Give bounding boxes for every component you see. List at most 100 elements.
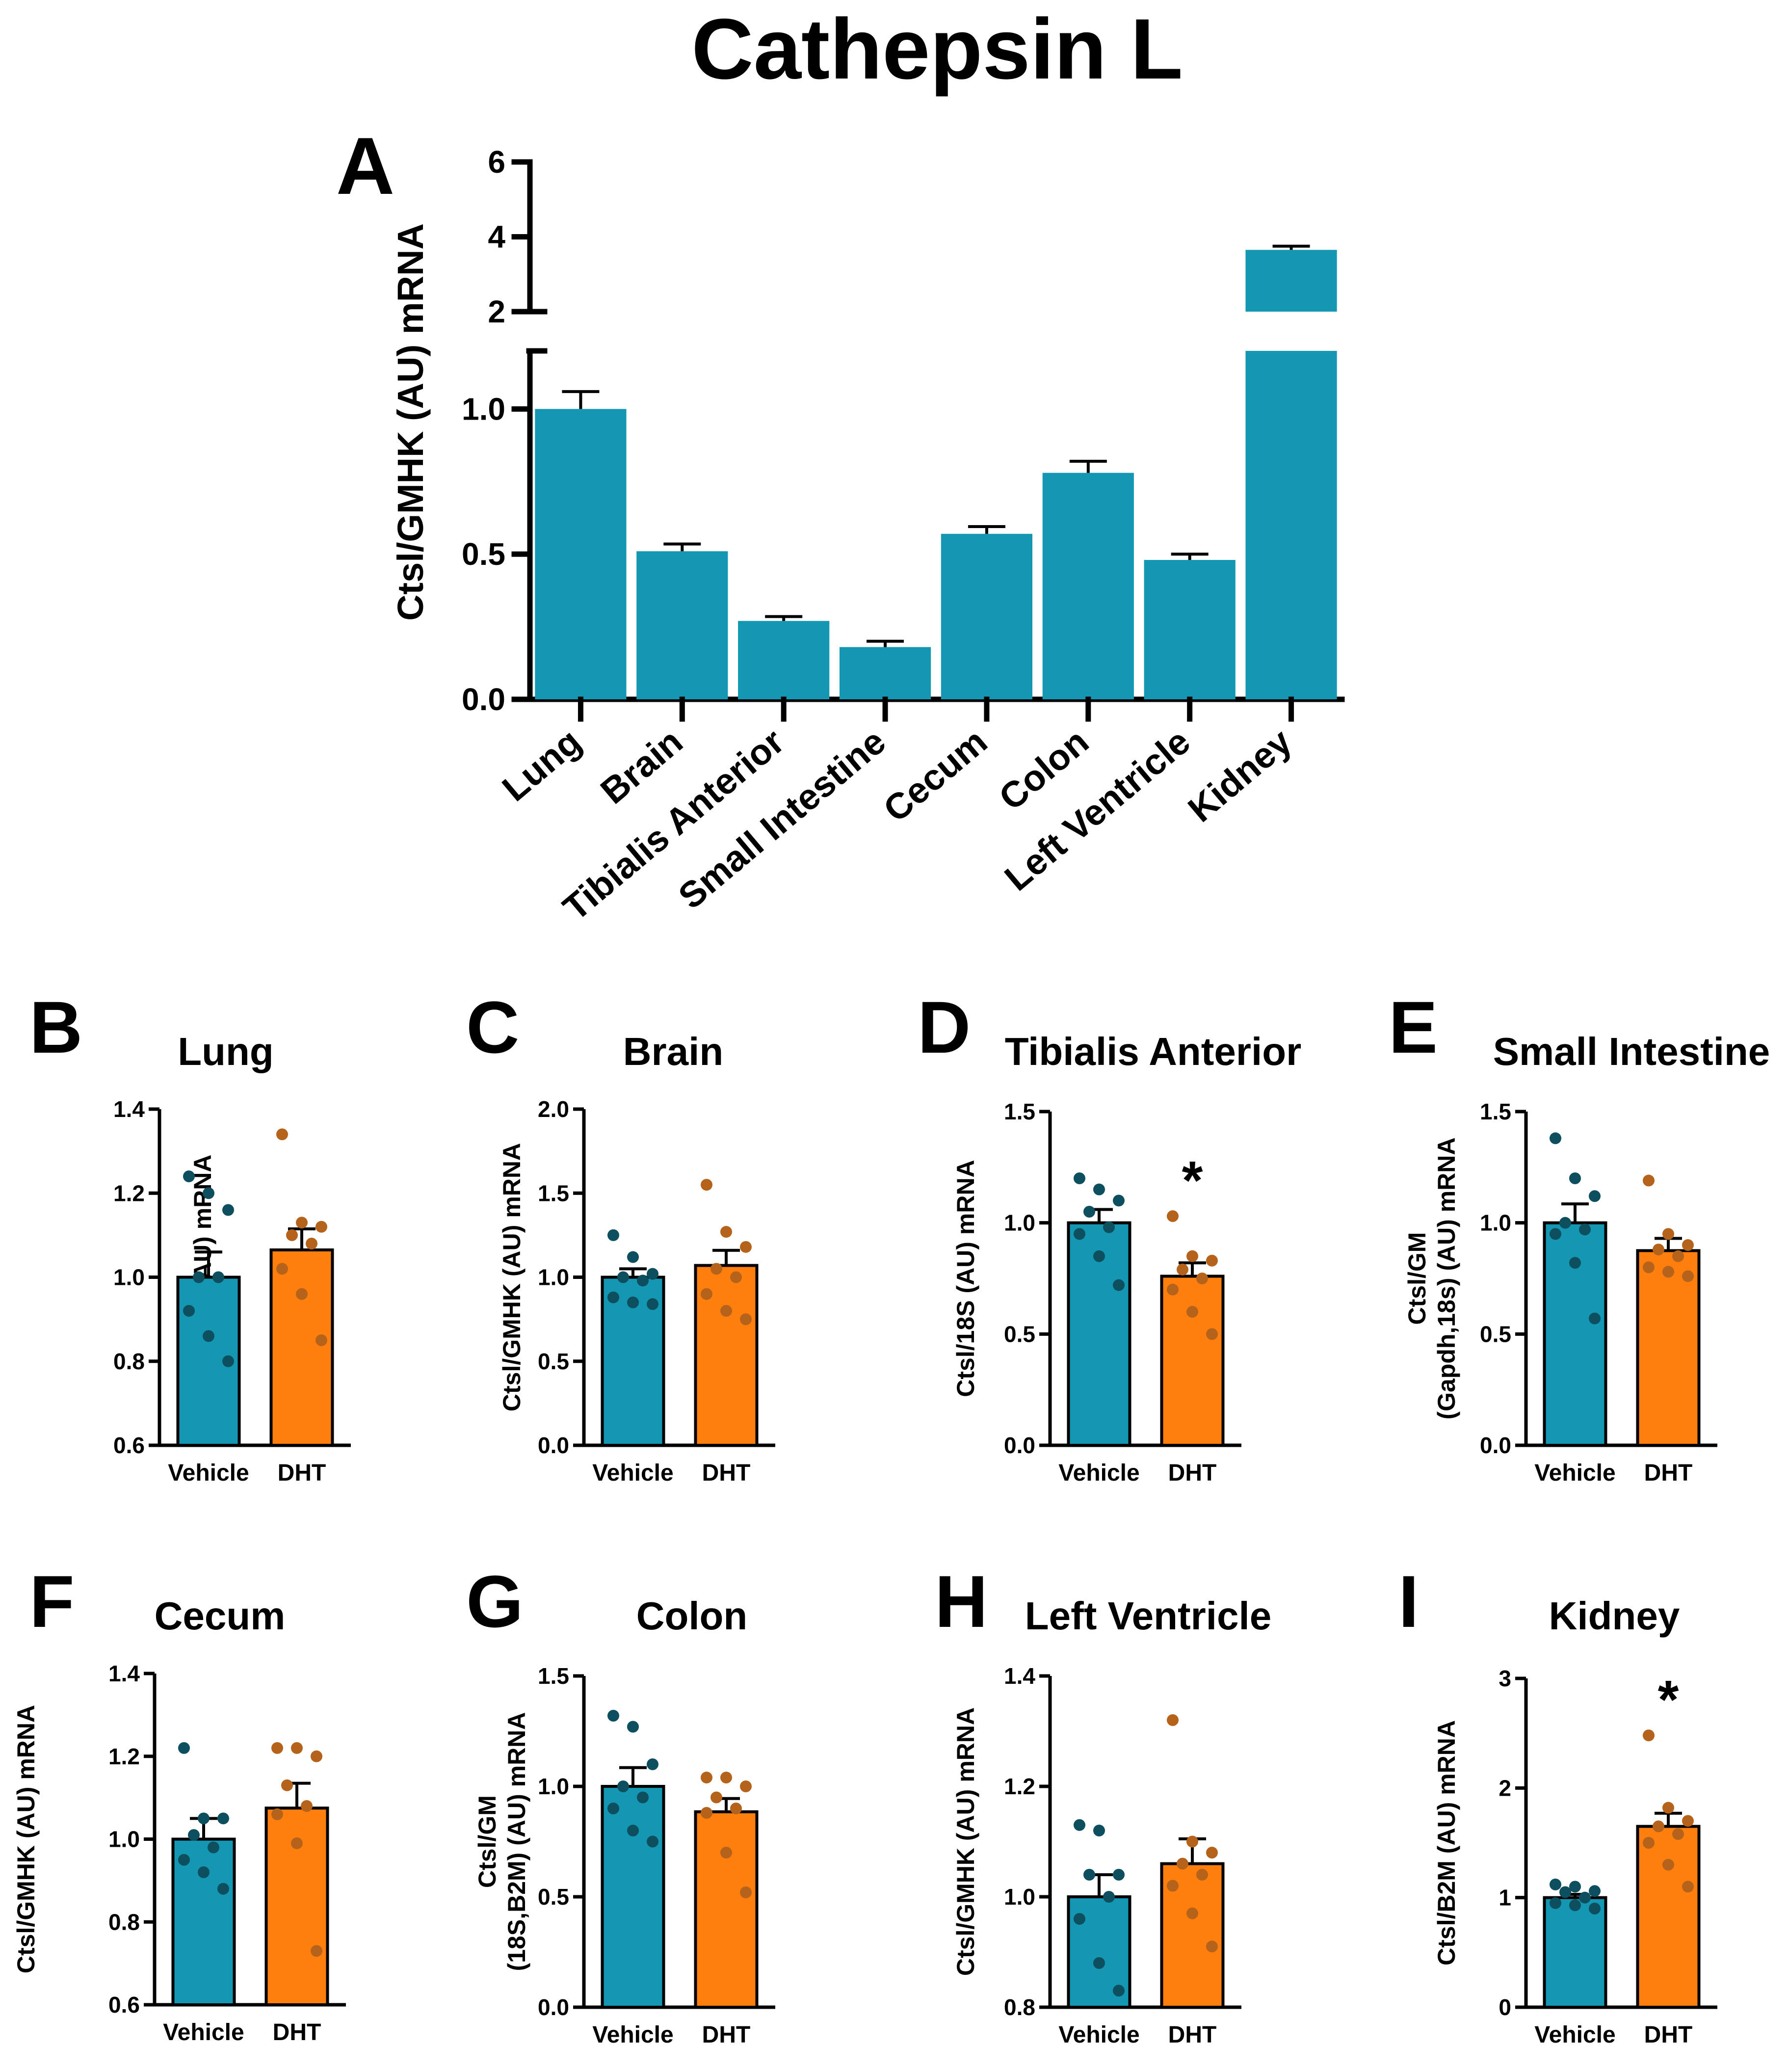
y-tick-label: 0.5 bbox=[1480, 1321, 1511, 1347]
bar-dht bbox=[269, 1248, 334, 1447]
data-point bbox=[1682, 1239, 1694, 1251]
panel-title-e: Small Intestine bbox=[1493, 1030, 1770, 1073]
data-point bbox=[1682, 1270, 1694, 1282]
data-point bbox=[701, 1288, 712, 1300]
data-point bbox=[1103, 1221, 1115, 1233]
data-point bbox=[1167, 1283, 1179, 1296]
y-tick-label: 1 bbox=[1499, 1885, 1511, 1911]
data-point bbox=[222, 1355, 234, 1367]
bar-a bbox=[636, 551, 728, 699]
data-point bbox=[647, 1835, 658, 1848]
data-point bbox=[720, 1305, 732, 1317]
data-point bbox=[607, 1229, 619, 1241]
data-point bbox=[701, 1772, 712, 1783]
bar-dht bbox=[694, 1810, 759, 2009]
panel-d: D Tibialis Anterior 0.0 0.5 1.0 1.5 Ctsl/18S (… bbox=[918, 986, 1301, 1486]
data-point bbox=[193, 1271, 205, 1283]
x-tick-label: Vehicle bbox=[1534, 2022, 1615, 2048]
data-point bbox=[1206, 1328, 1218, 1340]
y-tick-label: 0.0 bbox=[538, 1433, 569, 1458]
y-tick-label: 1.0 bbox=[538, 1774, 569, 1799]
data-point bbox=[647, 1268, 658, 1280]
data-point bbox=[1167, 1714, 1179, 1726]
y-tick-label: 0.0 bbox=[1480, 1433, 1511, 1458]
data-point bbox=[740, 1780, 752, 1792]
y-tick-label: 1.5 bbox=[1480, 1099, 1511, 1124]
data-point bbox=[1074, 1913, 1085, 1925]
panel-letter-d: D bbox=[918, 986, 971, 1068]
data-point bbox=[1186, 1306, 1198, 1318]
y-tick-label-lower: 0.5 bbox=[462, 536, 505, 572]
x-tick-label-a: Lung bbox=[495, 721, 589, 809]
data-point bbox=[316, 1334, 327, 1346]
data-point bbox=[1186, 1250, 1198, 1262]
x-tick-label: Vehicle bbox=[1058, 1460, 1139, 1486]
y-tick-label: 1.0 bbox=[1004, 1884, 1035, 1910]
data-point bbox=[1569, 1881, 1581, 1893]
y-axis-label: Ctsl/GMHK (AU) mRNA bbox=[498, 1143, 526, 1411]
data-point bbox=[1196, 1273, 1208, 1284]
data-point bbox=[208, 1841, 219, 1854]
panel-title-i: Kidney bbox=[1549, 1594, 1680, 1638]
data-point bbox=[1186, 1835, 1198, 1848]
data-point bbox=[627, 1251, 639, 1263]
y-axis-label: Ctsl/GMHK (AU) mRNA bbox=[12, 1705, 40, 1973]
data-point bbox=[1662, 1859, 1674, 1871]
x-tick-label: DHT bbox=[702, 2022, 751, 2048]
y-tick-label: 3 bbox=[1499, 1666, 1511, 1691]
data-point bbox=[710, 1791, 722, 1804]
y-tick-label: 1.2 bbox=[1004, 1774, 1035, 1799]
data-point bbox=[178, 1742, 190, 1754]
y-tick-label: 0.8 bbox=[108, 1909, 140, 1935]
y-axis-label: Ctsl/GM bbox=[473, 1795, 501, 1888]
y-tick-label: 0.8 bbox=[113, 1349, 145, 1374]
y-tick-label: 1.4 bbox=[1004, 1663, 1035, 1689]
y-tick-label: 1.5 bbox=[538, 1663, 569, 1689]
y-tick-label: 1.5 bbox=[538, 1180, 569, 1206]
panel-letter-c: C bbox=[466, 986, 519, 1068]
panel-title-g: Colon bbox=[636, 1594, 748, 1638]
data-point bbox=[647, 1758, 658, 1770]
data-point bbox=[198, 1812, 210, 1825]
data-point bbox=[1589, 1903, 1601, 1914]
y-tick-label: 0.5 bbox=[538, 1349, 569, 1374]
data-point bbox=[203, 1330, 214, 1342]
data-point bbox=[1113, 1869, 1125, 1881]
bar-dht bbox=[1160, 1275, 1225, 1447]
bar-dht bbox=[1636, 1249, 1701, 1447]
data-point bbox=[1569, 1899, 1581, 1912]
significance-marker: * bbox=[1182, 1150, 1203, 1211]
panel-e: E Small Intestine 0.0 0.5 1.0 1.5 Ctsl/GM (Gapd… bbox=[1389, 986, 1770, 1486]
bar-a bbox=[839, 647, 931, 699]
data-point bbox=[1682, 1815, 1694, 1827]
data-point bbox=[730, 1271, 742, 1283]
data-point bbox=[1672, 1250, 1684, 1262]
data-point bbox=[188, 1829, 200, 1841]
data-point bbox=[203, 1187, 214, 1199]
data-point bbox=[701, 1179, 712, 1191]
data-point bbox=[1550, 1897, 1561, 1909]
bar-vehicle bbox=[601, 1785, 665, 2009]
data-point bbox=[740, 1886, 752, 1898]
y-axis-label: Ctsl/B2M (AU) mRNA bbox=[1433, 1720, 1460, 1966]
data-point bbox=[637, 1275, 649, 1287]
x-tick-label: DHT bbox=[273, 2019, 321, 2045]
y-tick-label-lower: 1.0 bbox=[462, 391, 505, 426]
data-point bbox=[637, 1791, 649, 1804]
data-point bbox=[217, 1812, 229, 1825]
data-point bbox=[1083, 1206, 1095, 1218]
x-tick-label: DHT bbox=[278, 1460, 326, 1486]
data-point bbox=[1559, 1886, 1571, 1898]
y-axis-label: Ctsl/GM bbox=[1403, 1232, 1431, 1325]
data-point bbox=[720, 1772, 732, 1783]
y-tick-label: 0.0 bbox=[1004, 1433, 1035, 1458]
data-point bbox=[1074, 1819, 1085, 1831]
data-point bbox=[183, 1170, 195, 1182]
data-point bbox=[617, 1780, 629, 1792]
data-point bbox=[1589, 1885, 1601, 1897]
y-axis-label: (18S,B2M) (AU) mRNA bbox=[503, 1712, 530, 1971]
y-tick-label: 1.0 bbox=[1480, 1210, 1511, 1236]
bar-a bbox=[1144, 560, 1236, 699]
x-tick-label: DHT bbox=[1644, 2022, 1693, 2048]
